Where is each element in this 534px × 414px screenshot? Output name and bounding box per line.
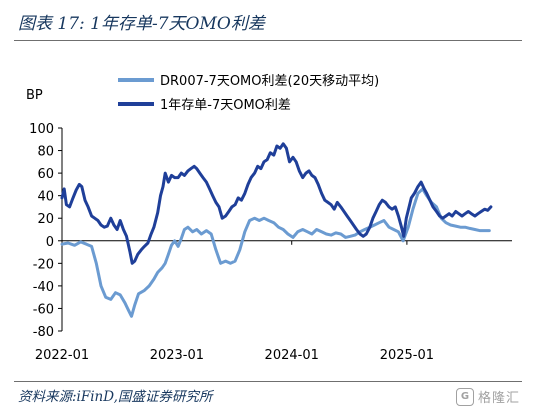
source-note: 资料来源:iFinD,国盛证券研究所 <box>18 389 213 405</box>
title-divider <box>14 40 522 41</box>
watermark-logo-icon: G <box>455 387 474 406</box>
y-tick-label: 80 <box>37 145 54 160</box>
y-tick-label: -60 <box>33 302 54 317</box>
series-line-dr007 <box>60 187 491 318</box>
watermark-text: 格隆汇 <box>477 391 520 406</box>
y-tick-label: 0 <box>46 235 54 250</box>
chart-axes: -80 -60 -40 -20 0 20 40 60 80 100 2022-01 2023-01 20… <box>29 122 512 363</box>
figure-title: 图表 17: 1年存单-7天OMO利差 <box>18 14 265 34</box>
y-tick-label: 40 <box>37 190 54 205</box>
chart-series <box>60 142 493 318</box>
source-divider <box>14 381 522 382</box>
x-tick-label: 2024-01 <box>265 348 319 363</box>
y-tick-label: 60 <box>37 167 54 182</box>
y-tick-label: -80 <box>33 325 54 340</box>
series-line-ncd <box>60 142 493 265</box>
watermark: G 格隆汇 <box>455 387 520 406</box>
chart-legend: DR007-7天OMO利差(20天移动平均) 1年存单-7天OMO利差 <box>118 74 379 113</box>
x-tick-label: 2025-01 <box>380 348 434 363</box>
y-tick-label: -20 <box>33 257 54 272</box>
y-tick-label: -40 <box>33 280 54 295</box>
y-tick-label: 20 <box>37 212 54 227</box>
y-tick-label: 100 <box>29 122 54 137</box>
x-tick-label: 2023-01 <box>150 348 204 363</box>
x-tick-label: 2022-01 <box>35 348 89 363</box>
y-axis-unit-label: BP <box>26 88 43 103</box>
spread-line-chart: DR007-7天OMO利差(20天移动平均) 1年存单-7天OMO利差 BP -… <box>26 74 512 363</box>
legend-label-dr007: DR007-7天OMO利差(20天移动平均) <box>160 74 379 89</box>
legend-label-ncd: 1年存单-7天OMO利差 <box>160 98 291 113</box>
